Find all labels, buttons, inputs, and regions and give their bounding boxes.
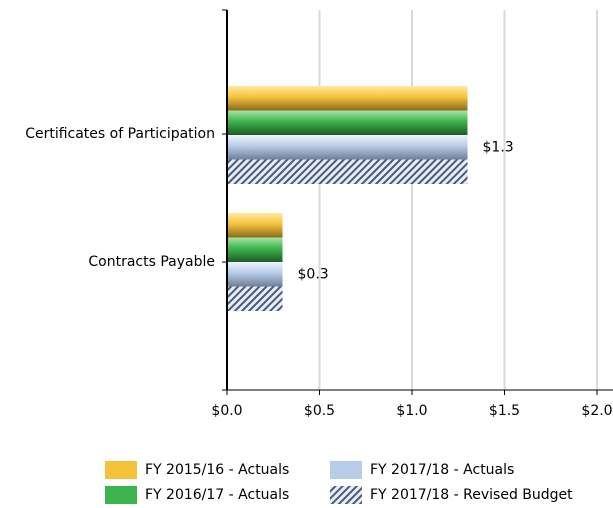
bar: [227, 262, 283, 287]
bar: [227, 213, 283, 238]
bar: [227, 237, 283, 262]
bar: [227, 86, 468, 111]
legend-swatch: [330, 461, 362, 479]
bar: [227, 286, 283, 311]
x-tick-label: $0.0: [211, 403, 242, 419]
legend-swatch: [105, 486, 137, 504]
data-label: $0.3: [298, 266, 329, 282]
bar: [227, 159, 468, 184]
legend-label: FY 2015/16 - Actuals: [145, 462, 289, 478]
y-tick-label: Contracts Payable: [88, 254, 215, 270]
x-tick-label: $2.0: [581, 403, 612, 419]
bar: [227, 110, 468, 135]
legend-swatch: [105, 461, 137, 479]
legend-label: FY 2017/18 - Actuals: [370, 462, 514, 478]
y-tick-label: Certificates of Participation: [25, 126, 215, 142]
legend-swatch: [330, 486, 362, 504]
bar: [227, 135, 468, 160]
x-tick-label: $1.5: [489, 403, 520, 419]
data-label: $1.3: [483, 139, 514, 155]
x-tick-label: $0.5: [304, 403, 335, 419]
legend-label: FY 2016/17 - Actuals: [145, 487, 289, 503]
legend-label: FY 2017/18 - Revised Budget: [370, 487, 573, 503]
x-tick-label: $1.0: [396, 403, 427, 419]
